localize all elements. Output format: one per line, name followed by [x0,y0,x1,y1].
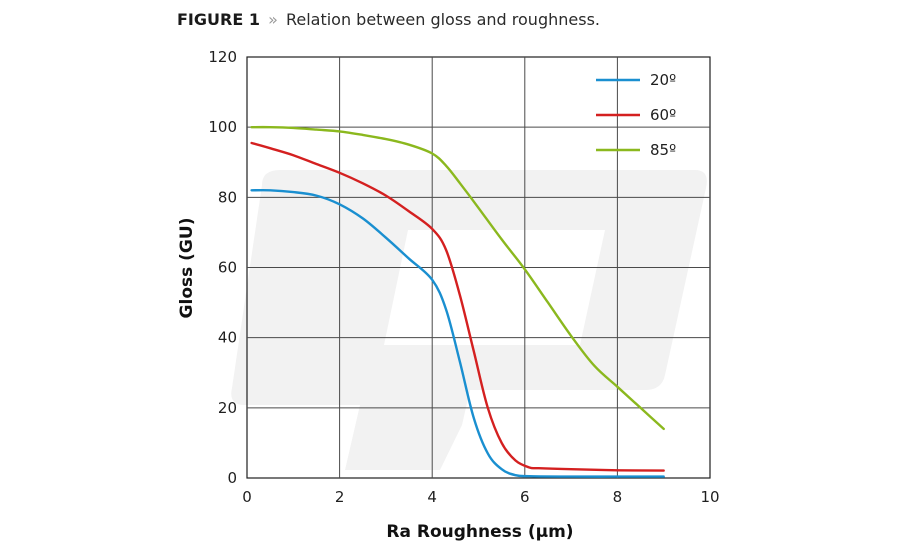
y-tick-label: 80 [218,188,237,206]
x-tick-label: 0 [242,488,252,506]
y-tick-label: 0 [227,469,237,487]
y-tick-labels: 0 20 40 60 80 100 120 [208,48,237,487]
y-tick-label: 40 [218,329,237,347]
y-tick-label: 20 [218,399,237,417]
caption-label: FIGURE 1 [177,10,260,29]
watermark-logo [231,170,707,470]
x-tick-labels: 0 2 4 6 8 10 [242,488,719,506]
series-line-2 [250,141,665,472]
y-tick-label: 100 [208,118,237,136]
series-line-1 [250,188,665,478]
x-tick-label: 10 [700,488,719,506]
caption-text: Relation between gloss and roughness. [285,10,600,29]
legend-label-2: 60º [650,106,676,124]
legend: 20º 60º 85º [596,71,676,159]
x-tick-label: 4 [427,488,437,506]
legend-label-3: 85º [650,141,676,159]
x-tick-label: 8 [613,488,623,506]
legend-label-1: 20º [650,71,676,89]
caption-separator: » [268,10,278,29]
y-tick-label: 60 [218,259,237,277]
x-axis-title: Ra Roughness (µm) [386,522,573,542]
series-lines [250,125,665,478]
y-tick-label: 120 [208,48,237,66]
y-axis-title: Gloss (GU) [177,218,197,319]
series-line-3 [250,125,665,431]
grid-lines [247,57,710,478]
x-tick-label: 6 [520,488,530,506]
figure-caption: FIGURE 1 » Relation between gloss and ro… [177,10,600,29]
x-tick-label: 2 [335,488,345,506]
